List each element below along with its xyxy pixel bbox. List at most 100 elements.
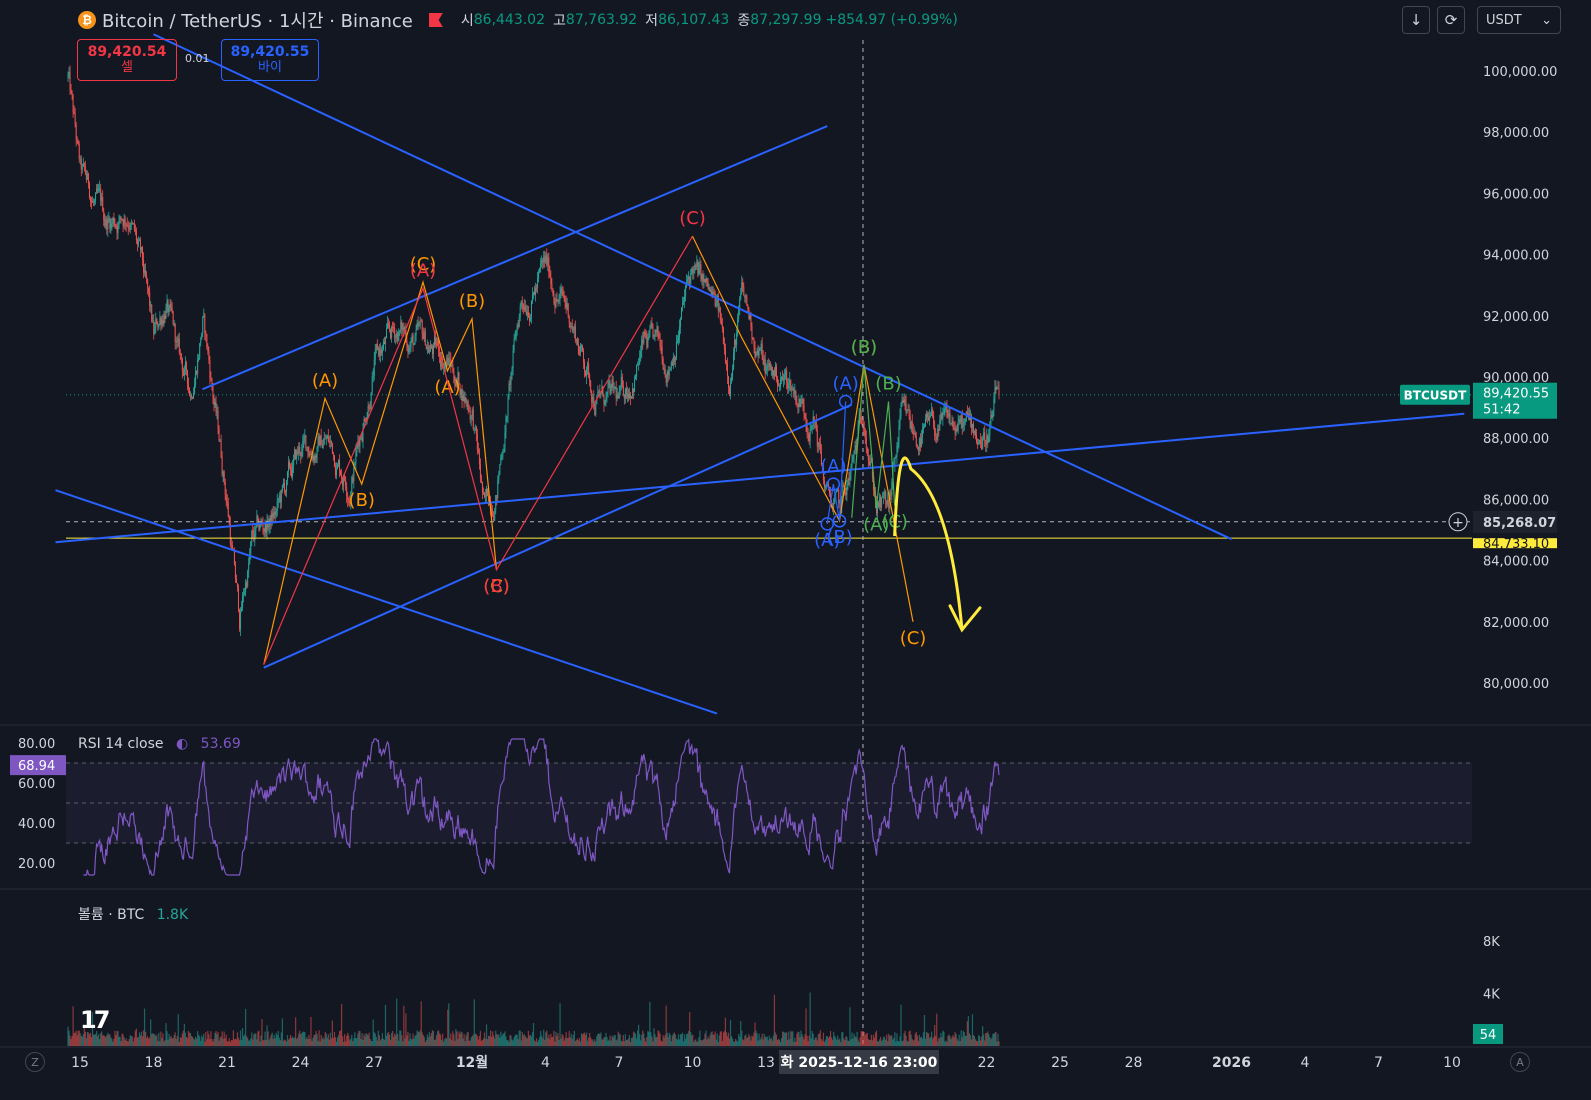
buy-button[interactable]: 89,420.55 바이	[221, 39, 319, 81]
volume-bar	[92, 1034, 95, 1046]
volume-bar	[156, 1034, 158, 1046]
volume-bar	[458, 1031, 460, 1046]
trendline-lower-descending[interactable]	[55, 489, 718, 715]
wave-point-marker[interactable]	[820, 517, 834, 531]
volume-bar	[110, 1037, 112, 1046]
wave-label[interactable]: (A)	[863, 515, 889, 536]
candle-body	[993, 398, 995, 411]
volume-bar	[135, 1028, 137, 1046]
refresh-button[interactable]: ⟳	[1437, 6, 1465, 34]
candle-body	[75, 124, 77, 140]
volume-bar	[676, 1039, 679, 1046]
candle-body	[991, 414, 993, 418]
volume-bar	[799, 1036, 801, 1046]
volume-bar	[991, 1037, 993, 1046]
zoom-control-left[interactable]: Z	[25, 1052, 45, 1072]
rsi-legend[interactable]: RSI 14 close ◐ 53.69	[78, 736, 241, 752]
candle-body	[829, 486, 831, 494]
wave-label[interactable]: (A)	[814, 530, 840, 551]
candle-body	[690, 273, 692, 284]
volume-bar	[625, 1039, 627, 1046]
projection-curve[interactable]	[893, 456, 964, 630]
projection-arrowhead[interactable]	[948, 604, 982, 633]
projection-arrow[interactable]	[893, 456, 982, 633]
candle-body	[711, 289, 713, 296]
candle-body	[618, 390, 620, 399]
last-price-badge[interactable]	[1473, 382, 1557, 419]
candle-body	[166, 300, 168, 307]
volume-bar	[180, 1037, 182, 1046]
candle-body	[547, 257, 549, 266]
wave-label[interactable]: (C)	[900, 628, 927, 649]
candle-body	[579, 345, 581, 354]
volume-bar	[874, 1032, 877, 1046]
wave-annotations[interactable]: (A)(B)(C)(A)(B)(C)(A)(B)(C)(B)(C)(B)(A)(…	[263, 208, 927, 665]
candle-body	[922, 426, 924, 430]
rsi-settings-icon[interactable]: ◐	[175, 736, 189, 752]
candle-body	[426, 347, 428, 349]
flag-icon[interactable]	[428, 13, 443, 27]
wave-label[interactable]: (B)	[875, 373, 901, 394]
wave-point-marker[interactable]	[826, 477, 841, 491]
wave-label[interactable]: (A)	[820, 456, 846, 477]
candle-body	[557, 299, 559, 302]
candle-body	[648, 335, 650, 339]
sell-button[interactable]: 89,420.54 셀	[77, 39, 177, 81]
candle-body	[903, 399, 905, 403]
candle-body	[672, 357, 674, 366]
volume-bar	[430, 1033, 433, 1046]
wave-path[interactable]	[263, 235, 694, 665]
download-button[interactable]: ↓	[1402, 6, 1430, 34]
wave-label[interactable]: (B)	[483, 576, 509, 597]
wave-point-marker[interactable]	[838, 394, 853, 409]
symbol-badge-label[interactable]: BTCUSDT	[1404, 389, 1467, 403]
volume-legend[interactable]: 볼륨 · BTC 1.8K	[78, 904, 188, 924]
wave-label[interactable]: (A)	[312, 370, 338, 391]
plus-icon[interactable]: +	[1452, 515, 1464, 531]
wave-label[interactable]: (B)	[459, 291, 485, 312]
volume-bar	[709, 1034, 711, 1046]
wave-label[interactable]: (A)	[832, 373, 858, 394]
volume-bar	[187, 1030, 190, 1046]
candle-body	[790, 379, 792, 390]
candle-body	[664, 368, 666, 376]
candle-body	[751, 326, 753, 338]
trendline-flat-rising[interactable]	[55, 412, 1465, 544]
wave-label[interactable]: (B)	[349, 490, 375, 511]
wave-label[interactable]: (C)	[483, 576, 510, 597]
volume-bar	[176, 1035, 178, 1046]
trendline-rising-lower[interactable]	[263, 403, 853, 669]
volume-bar	[207, 1030, 209, 1046]
symbol-badge[interactable]	[1400, 384, 1470, 405]
wave-label[interactable]: (C)	[410, 254, 437, 275]
add-alert-icon[interactable]	[1448, 512, 1468, 532]
candle-body	[436, 344, 438, 346]
wave-path[interactable]	[851, 364, 896, 518]
candle-body	[481, 481, 483, 493]
wave-label[interactable]: (B)	[851, 337, 877, 358]
candle-body	[333, 455, 335, 467]
volume-bar	[981, 1036, 983, 1046]
auto-scale-control[interactable]: A	[1510, 1052, 1530, 1072]
volume-bar	[289, 1034, 292, 1046]
symbol-title[interactable]: Bitcoin / TetherUS · 1시간 · Binance	[102, 11, 413, 32]
volume-bar	[495, 1030, 497, 1046]
axes[interactable]: 100,000.0098,000.0096,000.0094,000.0092,…	[10, 65, 1557, 1074]
candle-body	[570, 326, 572, 327]
currency-select[interactable]: USDT ⌄	[1477, 6, 1561, 34]
volume-bar	[780, 1037, 783, 1046]
wave-label[interactable]: (B)	[826, 527, 852, 548]
wave-path[interactable]	[263, 279, 498, 665]
wave-point-marker[interactable]	[832, 514, 847, 528]
volume-bar	[636, 1038, 638, 1046]
wave-path[interactable]	[826, 401, 847, 524]
wave-label[interactable]: (C)	[679, 208, 706, 229]
bitcoin-logo-icon: ₿	[78, 11, 96, 29]
wave-label[interactable]: (B)	[851, 337, 877, 358]
wave-label[interactable]: (A)	[434, 377, 460, 398]
wave-label[interactable]: (A)	[410, 260, 436, 281]
trendline-descending-resistance[interactable]	[153, 33, 1232, 541]
trendlines[interactable]	[55, 33, 1465, 715]
trendline-rising-upper[interactable]	[202, 125, 828, 391]
